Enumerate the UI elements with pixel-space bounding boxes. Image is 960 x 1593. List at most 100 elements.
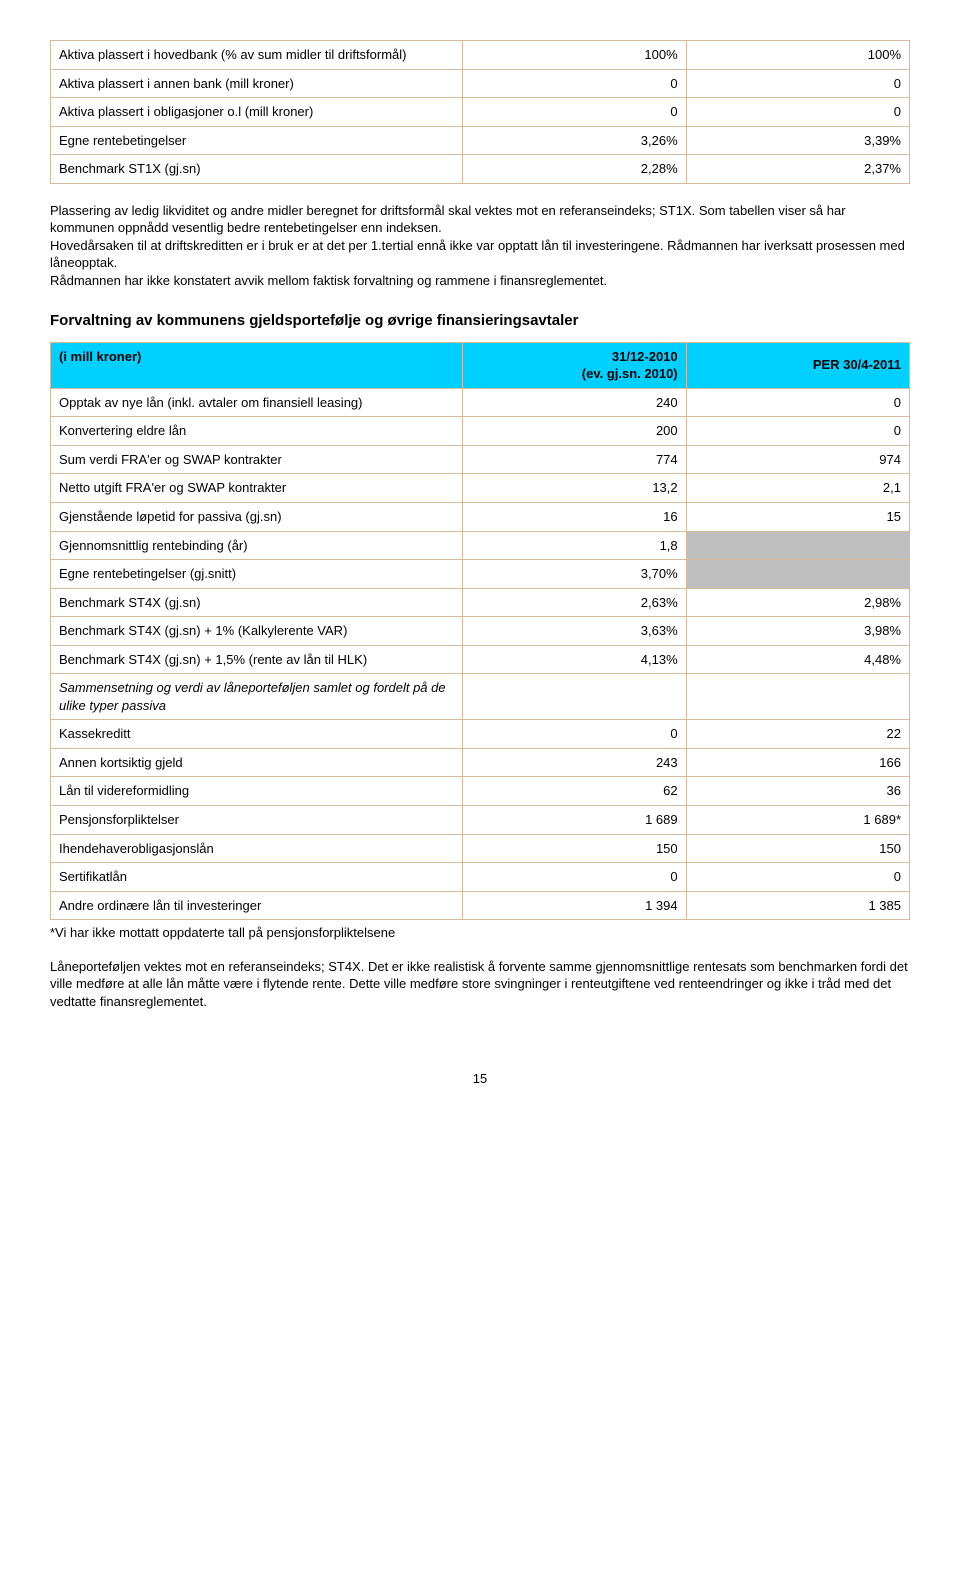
row-value-2: 1 385 bbox=[686, 891, 909, 920]
row-value-1: 200 bbox=[463, 417, 686, 446]
row-label: Lån til videreformidling bbox=[51, 777, 463, 806]
row-label: Benchmark ST1X (gj.sn) bbox=[51, 155, 463, 184]
row-value-2 bbox=[686, 531, 909, 560]
table-row: Egne rentebetingelser (gj.snitt)3,70% bbox=[51, 560, 910, 589]
row-value-1: 16 bbox=[463, 503, 686, 532]
text: Hovedårsaken til at driftskreditten er i… bbox=[50, 238, 905, 271]
row-label: Ihendehaverobligasjonslån bbox=[51, 834, 463, 863]
row-value-1: 13,2 bbox=[463, 474, 686, 503]
table-row: Andre ordinære lån til investeringer1 39… bbox=[51, 891, 910, 920]
row-value-1: 2,28% bbox=[463, 155, 686, 184]
table-row: Netto utgift FRA'er og SWAP kontrakter13… bbox=[51, 474, 910, 503]
row-value-2: 36 bbox=[686, 777, 909, 806]
empty-cell bbox=[686, 674, 909, 720]
table-row: Gjenstående løpetid for passiva (gj.sn)1… bbox=[51, 503, 910, 532]
row-label: Sertifikatlån bbox=[51, 863, 463, 892]
row-label: Gjennomsnittlig rentebinding (år) bbox=[51, 531, 463, 560]
row-value-1: 2,63% bbox=[463, 588, 686, 617]
table-row: Aktiva plassert i obligasjoner o.l (mill… bbox=[51, 98, 910, 127]
row-value-1: 4,13% bbox=[463, 645, 686, 674]
row-label: Sum verdi FRA'er og SWAP kontrakter bbox=[51, 445, 463, 474]
table-row: Annen kortsiktig gjeld243166 bbox=[51, 748, 910, 777]
table-row: Ihendehaverobligasjonslån150150 bbox=[51, 834, 910, 863]
row-label: Benchmark ST4X (gj.sn) bbox=[51, 588, 463, 617]
table-row: Konvertering eldre lån2000 bbox=[51, 417, 910, 446]
table-row: Sertifikatlån00 bbox=[51, 863, 910, 892]
row-value-1: 240 bbox=[463, 388, 686, 417]
row-value-2: 3,98% bbox=[686, 617, 909, 646]
row-value-1: 62 bbox=[463, 777, 686, 806]
row-label: Egne rentebetingelser bbox=[51, 126, 463, 155]
row-label: Netto utgift FRA'er og SWAP kontrakter bbox=[51, 474, 463, 503]
row-label: Opptak av nye lån (inkl. avtaler om fina… bbox=[51, 388, 463, 417]
row-label: Benchmark ST4X (gj.sn) + 1% (Kalkylerent… bbox=[51, 617, 463, 646]
row-label: Egne rentebetingelser (gj.snitt) bbox=[51, 560, 463, 589]
section-title: Forvaltning av kommunens gjeldsportefølj… bbox=[50, 311, 910, 331]
row-label: Aktiva plassert i annen bank (mill krone… bbox=[51, 69, 463, 98]
header-label: (i mill kroner) bbox=[51, 342, 463, 388]
row-value-2: 4,48% bbox=[686, 645, 909, 674]
row-label: Pensjonsforpliktelser bbox=[51, 806, 463, 835]
row-value-2: 0 bbox=[686, 417, 909, 446]
row-value-2: 2,1 bbox=[686, 474, 909, 503]
row-label: Aktiva plassert i hovedbank (% av sum mi… bbox=[51, 41, 463, 70]
subsection-row: Sammensetning og verdi av låneportefølje… bbox=[51, 674, 910, 720]
table-row: Egne rentebetingelser3,26%3,39% bbox=[51, 126, 910, 155]
row-value-1: 0 bbox=[463, 69, 686, 98]
row-value-1: 3,63% bbox=[463, 617, 686, 646]
row-value-1: 0 bbox=[463, 720, 686, 749]
page-number: 15 bbox=[50, 1070, 910, 1088]
row-value-1: 774 bbox=[463, 445, 686, 474]
row-label: Benchmark ST4X (gj.sn) + 1,5% (rente av … bbox=[51, 645, 463, 674]
row-value-2 bbox=[686, 560, 909, 589]
row-value-2: 1 689* bbox=[686, 806, 909, 835]
row-value-2: 100% bbox=[686, 41, 909, 70]
row-label: Konvertering eldre lån bbox=[51, 417, 463, 446]
paragraph-1: Plassering av ledig likviditet og andre … bbox=[50, 202, 910, 290]
row-value-1: 3,26% bbox=[463, 126, 686, 155]
row-value-2: 166 bbox=[686, 748, 909, 777]
table-row: Sum verdi FRA'er og SWAP kontrakter77497… bbox=[51, 445, 910, 474]
row-value-2: 0 bbox=[686, 98, 909, 127]
row-value-2: 0 bbox=[686, 863, 909, 892]
row-value-2: 2,98% bbox=[686, 588, 909, 617]
table-row: Gjennomsnittlig rentebinding (år)1,8 bbox=[51, 531, 910, 560]
header-col-1: 31/12-2010(ev. gj.sn. 2010) bbox=[463, 342, 686, 388]
row-value-1: 1 394 bbox=[463, 891, 686, 920]
subsection-label: Sammensetning og verdi av låneportefølje… bbox=[51, 674, 463, 720]
table-header-row: (i mill kroner)31/12-2010(ev. gj.sn. 201… bbox=[51, 342, 910, 388]
row-value-2: 2,37% bbox=[686, 155, 909, 184]
table-row: Lån til videreformidling6236 bbox=[51, 777, 910, 806]
paragraph-4: Låneporteføljen vektes mot en referansei… bbox=[50, 958, 910, 1011]
empty-cell bbox=[463, 674, 686, 720]
row-value-1: 3,70% bbox=[463, 560, 686, 589]
row-value-2: 150 bbox=[686, 834, 909, 863]
row-value-1: 0 bbox=[463, 98, 686, 127]
row-value-2: 22 bbox=[686, 720, 909, 749]
row-label: Gjenstående løpetid for passiva (gj.sn) bbox=[51, 503, 463, 532]
footnote: *Vi har ikke mottatt oppdaterte tall på … bbox=[50, 924, 910, 942]
row-value-2: 3,39% bbox=[686, 126, 909, 155]
row-label: Kassekreditt bbox=[51, 720, 463, 749]
table-row: Aktiva plassert i annen bank (mill krone… bbox=[51, 69, 910, 98]
table-row: Benchmark ST4X (gj.sn)2,63%2,98% bbox=[51, 588, 910, 617]
table-row: Benchmark ST1X (gj.sn)2,28%2,37% bbox=[51, 155, 910, 184]
row-value-1: 243 bbox=[463, 748, 686, 777]
table-row: Benchmark ST4X (gj.sn) + 1% (Kalkylerent… bbox=[51, 617, 910, 646]
row-value-2: 0 bbox=[686, 388, 909, 417]
row-value-1: 0 bbox=[463, 863, 686, 892]
row-label: Annen kortsiktig gjeld bbox=[51, 748, 463, 777]
table-row: Kassekreditt022 bbox=[51, 720, 910, 749]
row-label: Andre ordinære lån til investeringer bbox=[51, 891, 463, 920]
table-row: Pensjonsforpliktelser1 6891 689* bbox=[51, 806, 910, 835]
text: Plassering av ledig likviditet og andre … bbox=[50, 203, 846, 236]
row-value-1: 150 bbox=[463, 834, 686, 863]
table-row: Benchmark ST4X (gj.sn) + 1,5% (rente av … bbox=[51, 645, 910, 674]
liquidity-table: Aktiva plassert i hovedbank (% av sum mi… bbox=[50, 40, 910, 184]
row-value-1: 1 689 bbox=[463, 806, 686, 835]
table-row: Opptak av nye lån (inkl. avtaler om fina… bbox=[51, 388, 910, 417]
debt-portfolio-table: (i mill kroner)31/12-2010(ev. gj.sn. 201… bbox=[50, 342, 910, 920]
row-value-2: 0 bbox=[686, 69, 909, 98]
row-value-1: 1,8 bbox=[463, 531, 686, 560]
header-col-2: PER 30/4-2011 bbox=[686, 342, 909, 388]
